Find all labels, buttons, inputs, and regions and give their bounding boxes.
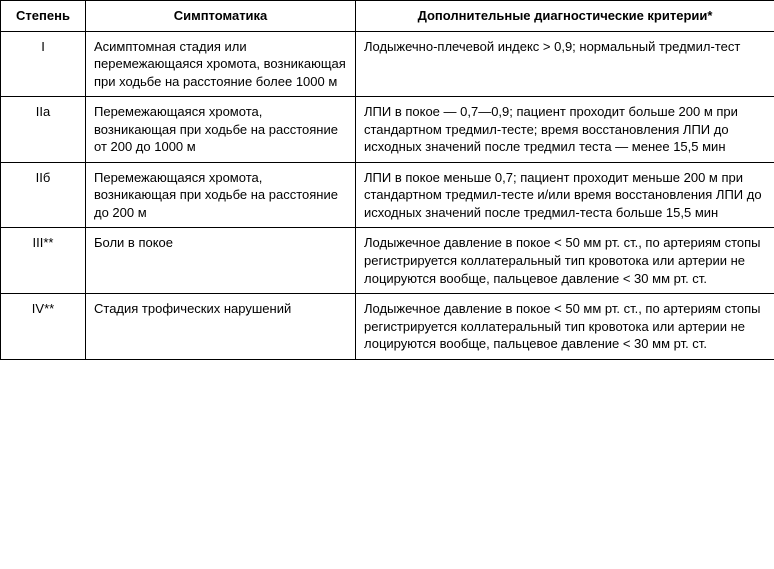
table-row: III** Боли в покое Лодыжечное давление в…: [1, 228, 774, 294]
cell-stage: III**: [1, 228, 86, 294]
table-row: IV** Стадия трофических нарушений Лодыже…: [1, 294, 774, 360]
col-header-stage: Степень: [1, 1, 86, 32]
cell-criteria: Лодыжечно-плечевой индекс > 0,9; нормаль…: [356, 31, 774, 97]
table-row: I Асимптомная стадия или перемежающаяся …: [1, 31, 774, 97]
cell-stage: IIа: [1, 97, 86, 163]
cell-symptoms: Стадия трофических нарушений: [86, 294, 356, 360]
cell-stage: I: [1, 31, 86, 97]
cell-symptoms: Перемежающаяся хромота, возникающая при …: [86, 162, 356, 228]
table-header-row: Степень Симптоматика Дополнительные диаг…: [1, 1, 774, 32]
table-row: IIб Перемежающаяся хромота, возникающая …: [1, 162, 774, 228]
cell-stage: IV**: [1, 294, 86, 360]
cell-symptoms: Перемежающаяся хромота, возникающая при …: [86, 97, 356, 163]
classification-table: Степень Симптоматика Дополнительные диаг…: [0, 0, 774, 360]
col-header-criteria: Дополнительные диагностические критерии*: [356, 1, 774, 32]
cell-criteria: Лодыжечное давление в покое < 50 мм рт. …: [356, 294, 774, 360]
cell-criteria: Лодыжечное давление в покое < 50 мм рт. …: [356, 228, 774, 294]
col-header-symptoms: Симптоматика: [86, 1, 356, 32]
cell-symptoms: Боли в покое: [86, 228, 356, 294]
cell-criteria: ЛПИ в покое меньше 0,7; пациент проходит…: [356, 162, 774, 228]
table-row: IIа Перемежающаяся хромота, возникающая …: [1, 97, 774, 163]
cell-symptoms: Асимптомная стадия или перемежающаяся хр…: [86, 31, 356, 97]
cell-criteria: ЛПИ в покое — 0,7—0,9; пациент проходит …: [356, 97, 774, 163]
cell-stage: IIб: [1, 162, 86, 228]
